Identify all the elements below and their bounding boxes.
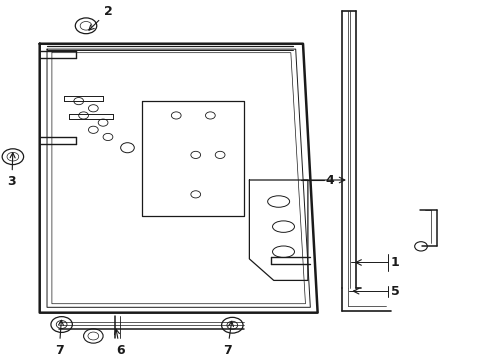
Text: 7: 7 <box>55 320 63 357</box>
Text: 4: 4 <box>325 174 333 186</box>
Text: 1: 1 <box>390 256 399 269</box>
Text: 2: 2 <box>89 5 112 30</box>
Text: 3: 3 <box>8 153 16 188</box>
Text: 5: 5 <box>390 285 399 298</box>
Text: 6: 6 <box>114 329 124 357</box>
Text: 7: 7 <box>223 321 233 357</box>
